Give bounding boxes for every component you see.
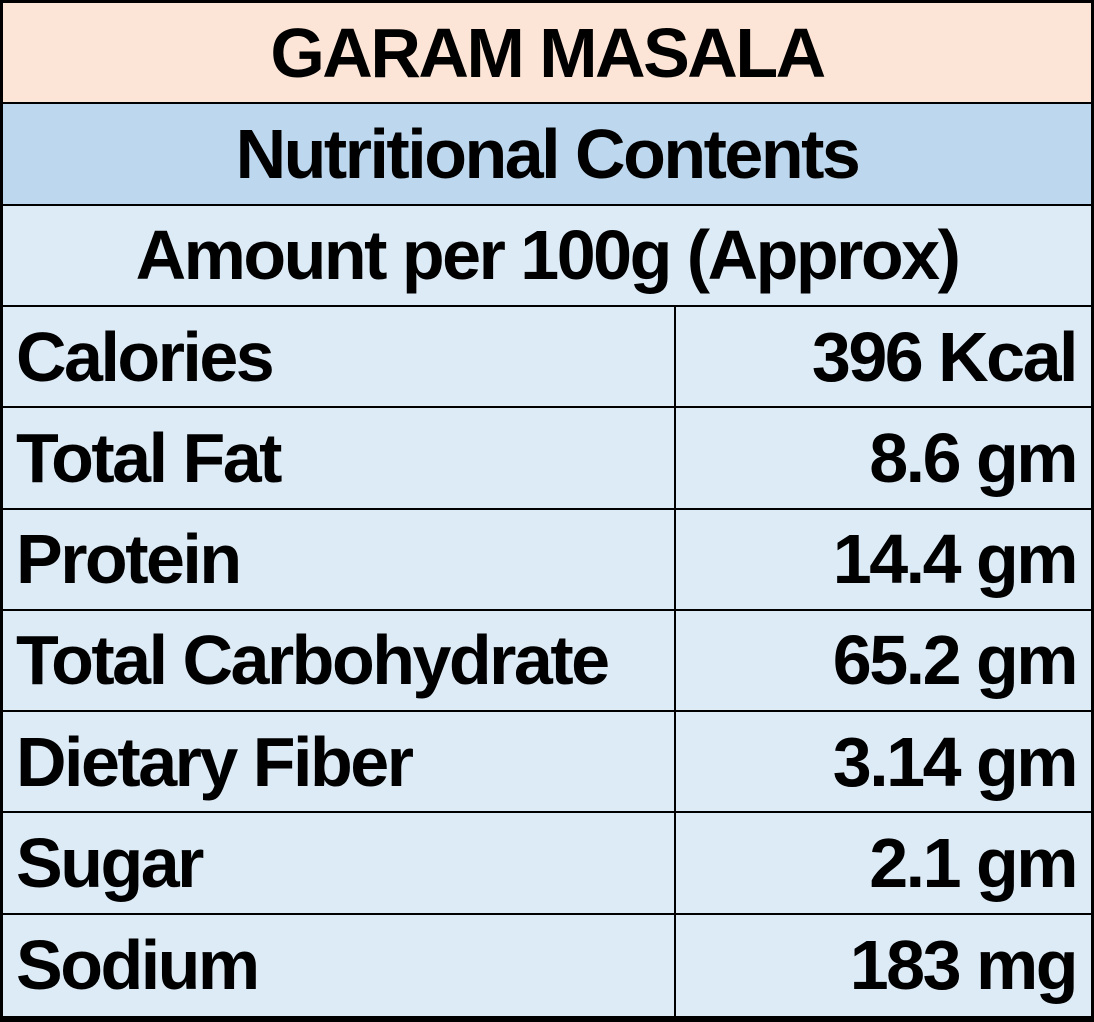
table-row: Total Carbohydrate 65.2 gm <box>3 610 1091 713</box>
nutrient-value: 14.4 gm <box>674 509 1091 609</box>
table-row: Dietary Fiber 3.14 gm <box>3 712 1091 814</box>
table-row: Total Fat 8.6 gm <box>3 408 1091 510</box>
table-row: Sodium 183 mg <box>3 914 1091 1016</box>
nutrient-value: 396 Kcal <box>674 306 1091 407</box>
nutrient-value: 8.6 gm <box>674 408 1091 508</box>
subtitle-row: Nutritional Contents <box>3 104 1091 206</box>
nutrient-label: Dietary Fiber <box>16 722 414 801</box>
subtitle: Nutritional Contents <box>235 114 861 193</box>
table-row: Protein 14.4 gm <box>3 509 1091 611</box>
amount-header: Amount per 100g (Approx) <box>135 216 961 295</box>
product-title: GARAM MASALA <box>270 13 826 92</box>
nutrient-label: Total Fat <box>16 418 282 497</box>
amount-header-row: Amount per 100g (Approx) <box>3 205 1091 307</box>
nutrient-value: 3.14 gm <box>674 712 1091 812</box>
table-row: Calories 396 Kcal <box>3 306 1091 409</box>
product-title-row: GARAM MASALA <box>3 3 1091 105</box>
nutrient-value: 65.2 gm <box>674 610 1091 711</box>
nutrient-value: 2.1 gm <box>674 813 1091 913</box>
nutrient-label: Total Carbohydrate <box>16 621 610 700</box>
nutrient-value: 183 mg <box>674 914 1091 1016</box>
table-row: Sugar 2.1 gm <box>3 813 1091 915</box>
nutrient-label: Protein <box>16 520 242 599</box>
nutrient-label: Calories <box>16 317 275 396</box>
nutrient-label: Sodium <box>16 926 260 1005</box>
nutrient-label: Sugar <box>16 824 204 903</box>
